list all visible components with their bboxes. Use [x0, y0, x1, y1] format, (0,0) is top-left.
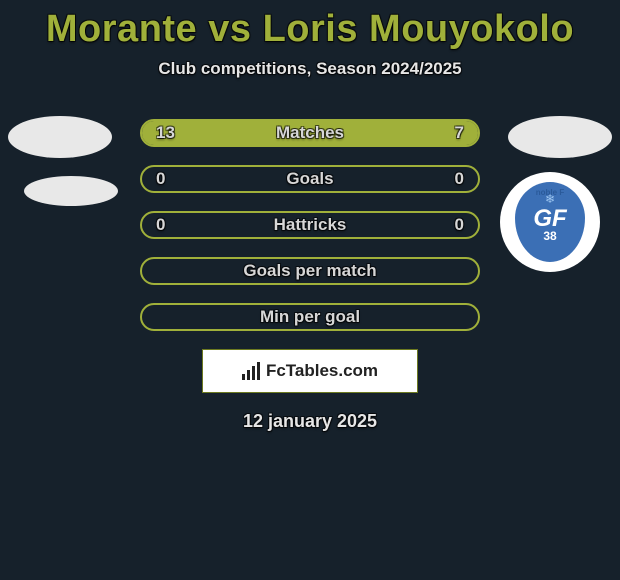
- subtitle: Club competitions, Season 2024/2025: [0, 59, 620, 79]
- player-right-avatar: [508, 116, 612, 158]
- club-top-text: noble F: [536, 188, 564, 197]
- stat-row: 0 0 Goals: [140, 165, 480, 193]
- stat-label: Goals per match: [243, 261, 376, 281]
- club-initials: GF: [533, 207, 566, 231]
- stat-value-left: 13: [156, 123, 175, 143]
- stat-value-right: 7: [455, 123, 464, 143]
- fctables-watermark: FcTables.com: [202, 349, 418, 393]
- stat-value-right: 0: [455, 215, 464, 235]
- stat-row: 13 7 Matches: [140, 119, 480, 147]
- stat-value-right: 0: [455, 169, 464, 189]
- stat-label: Matches: [276, 123, 344, 143]
- stat-value-left: 0: [156, 215, 165, 235]
- player-left-avatar-2: [24, 176, 118, 206]
- stat-row: Goals per match: [140, 257, 480, 285]
- player-left-avatar: [8, 116, 112, 158]
- page-title: Morante vs Loris Mouyokolo: [0, 0, 620, 51]
- stat-row: 0 0 Hattricks: [140, 211, 480, 239]
- stat-label: Goals: [286, 169, 333, 189]
- date: 12 january 2025: [0, 411, 620, 432]
- stat-value-left: 0: [156, 169, 165, 189]
- stat-label: Min per goal: [260, 307, 360, 327]
- bar-chart-icon: [242, 362, 260, 380]
- stat-label: Hattricks: [274, 215, 347, 235]
- club-number: 38: [543, 229, 556, 243]
- club-badge: ❄ noble F GF 38: [500, 172, 600, 272]
- club-badge-inner: ❄ noble F GF 38: [515, 182, 585, 262]
- fctables-label: FcTables.com: [266, 361, 378, 381]
- stat-row: Min per goal: [140, 303, 480, 331]
